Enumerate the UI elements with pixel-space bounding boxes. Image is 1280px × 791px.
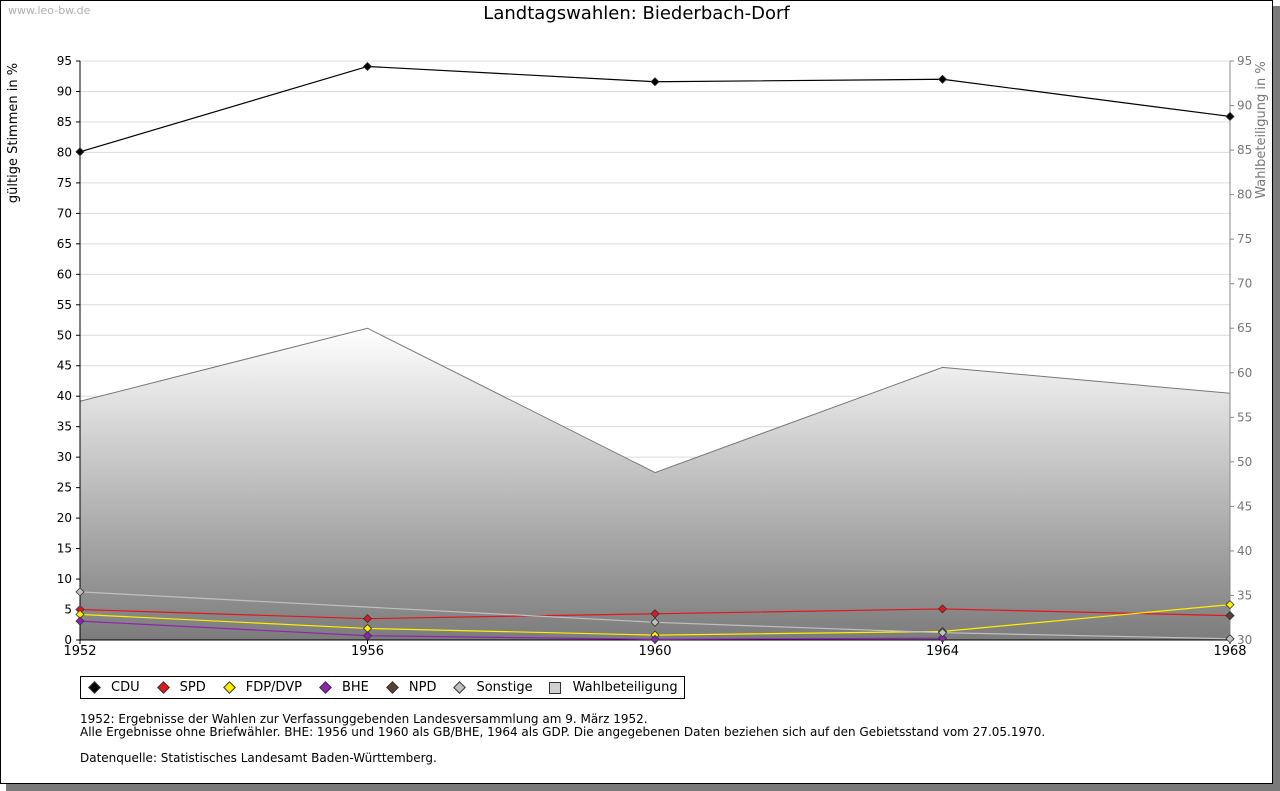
data-source: Datenquelle: Statistisches Landesamt Bad… — [80, 751, 437, 765]
y-tick-label: 50 — [57, 328, 72, 342]
legend-item: CDU — [87, 680, 140, 695]
legend-label: CDU — [111, 680, 140, 695]
x-tick-label: 1968 — [1213, 644, 1246, 659]
y2-tick-label: 90 — [1237, 99, 1252, 113]
footnote-line-2: Alle Ergebnisse ohne Briefwähler. BHE: 1… — [80, 725, 1046, 739]
legend-marker — [156, 681, 170, 694]
data-point-fdpdvp — [1225, 600, 1235, 610]
y2-tick-label: 95 — [1237, 54, 1252, 68]
y2-tick-label: 75 — [1237, 232, 1252, 246]
y-tick-label: 35 — [57, 420, 72, 434]
data-point-spd — [937, 604, 948, 614]
x-tick-label: 1960 — [638, 644, 671, 659]
data-point-cdu — [937, 74, 948, 84]
y-tick-label: 0 — [64, 633, 72, 647]
legend-item: BHE — [318, 680, 369, 695]
data-point-spd — [362, 614, 373, 624]
frame-shadow-right — [1273, 6, 1280, 791]
legend-marker — [88, 681, 101, 694]
legend-marker — [453, 681, 467, 694]
y2-tick-label: 60 — [1237, 366, 1252, 380]
series-line-bhe — [79, 620, 943, 640]
wahlbeteiligung-fill — [80, 328, 1230, 640]
wahlbeteiligung-area — [79, 327, 1231, 640]
legend-label: Wahlbeteiligung — [572, 680, 678, 695]
y-tick-label: 40 — [57, 389, 72, 403]
y2-tick-label: 85 — [1237, 143, 1252, 157]
data-point-bhe — [362, 631, 373, 641]
wahlbeteiligung-line — [79, 327, 1231, 474]
data-point-bhe — [75, 616, 85, 626]
legend-item: NPD — [385, 680, 437, 695]
y-tick-label: 80 — [57, 145, 72, 159]
series-line-sonstige — [79, 591, 1231, 640]
data-point-sonstige — [937, 628, 948, 638]
legend-item: FDP/DVP — [222, 680, 302, 695]
series-lines — [75, 61, 1235, 644]
axis-labels: 0 5 10 15 20 25 30 35 40 45 50 55 60 65 70 75 80 85 90 95 30… — [6, 54, 1269, 659]
data-point-cdu — [362, 61, 373, 72]
legend-marker — [222, 681, 236, 694]
legend-item: Wahlbeteiligung — [548, 680, 678, 695]
legend-label: Sonstige — [476, 680, 533, 695]
y2-tick-label: 80 — [1237, 188, 1252, 202]
data-point-sonstige — [1225, 634, 1235, 644]
y-tick-label: 55 — [57, 298, 72, 312]
legend-label: FDP/DVP — [245, 680, 302, 695]
y2-tick-label: 45 — [1237, 499, 1252, 513]
legend-marker — [386, 681, 399, 694]
legend-label: BHE — [341, 680, 369, 695]
y2-axis-title: Wahlbeteiligung in % — [1254, 61, 1269, 198]
y2-tick-label: 50 — [1237, 455, 1252, 469]
y-tick-label: 85 — [57, 115, 72, 129]
x-tick-label: 1956 — [351, 644, 384, 659]
y2-tick-label: 70 — [1237, 277, 1252, 291]
frame-shadow-bottom — [6, 784, 1280, 791]
y-tick-label: 30 — [57, 450, 72, 464]
legend-label: SPD — [179, 680, 206, 695]
legend-item: SPD — [156, 680, 206, 695]
legend-swatch — [548, 681, 561, 694]
x-tick-label: 1964 — [926, 644, 959, 659]
y-tick-label: 20 — [57, 511, 72, 525]
y-tick-label: 45 — [57, 359, 72, 373]
y-tick-label: 65 — [57, 237, 72, 251]
y-tick-label: 95 — [57, 54, 72, 68]
data-point-cdu — [75, 147, 85, 157]
y-tick-label: 25 — [57, 481, 72, 495]
y2-tick-label: 40 — [1237, 544, 1252, 558]
footnotes: 1952: Ergebnisse der Wahlen zur Verfassu… — [80, 713, 1045, 765]
y-tick-label: 70 — [57, 206, 72, 220]
data-point-bhe — [937, 633, 948, 643]
x-tick-label: 1952 — [63, 644, 96, 659]
y2-tick-label: 55 — [1237, 410, 1252, 424]
chart-title: Landtagswahlen: Biederbach-Dorf — [483, 3, 790, 24]
data-point-sonstige — [650, 617, 660, 627]
y-tick-label: 5 — [64, 603, 72, 617]
legend-item: Sonstige — [452, 680, 533, 695]
data-point-sonstige — [75, 587, 85, 597]
y2-tick-label: 65 — [1237, 321, 1252, 335]
y2-tick-label: 35 — [1237, 588, 1252, 602]
data-point-cdu — [1225, 111, 1235, 122]
footnote-line-1: 1952: Ergebnisse der Wahlen zur Verfassu… — [80, 712, 648, 726]
y-tick-label: 10 — [57, 572, 72, 586]
data-point-cdu — [650, 77, 660, 87]
data-point-npd — [1225, 611, 1235, 621]
chart-svg: 0 5 10 15 20 25 30 35 40 45 50 55 60 65 70 75 80 85 90 95 30… — [6, 54, 1269, 659]
legend-label: NPD — [408, 680, 437, 695]
data-point-bhe — [650, 634, 660, 644]
y-tick-label: 60 — [57, 267, 72, 281]
watermark: www.leo-bw.de — [8, 4, 91, 17]
legend: CDU SPD FDP/DVP BHE NPD Sonstige Wahlbeteiligu… — [80, 676, 685, 699]
legend-marker — [319, 681, 332, 694]
y-tick-label: 75 — [57, 176, 72, 190]
y-tick-label: 15 — [57, 542, 72, 556]
y-axis-title: gültige Stimmen in % — [6, 63, 21, 203]
y-tick-label: 90 — [57, 84, 72, 98]
y2-tick-label: 30 — [1237, 633, 1252, 647]
